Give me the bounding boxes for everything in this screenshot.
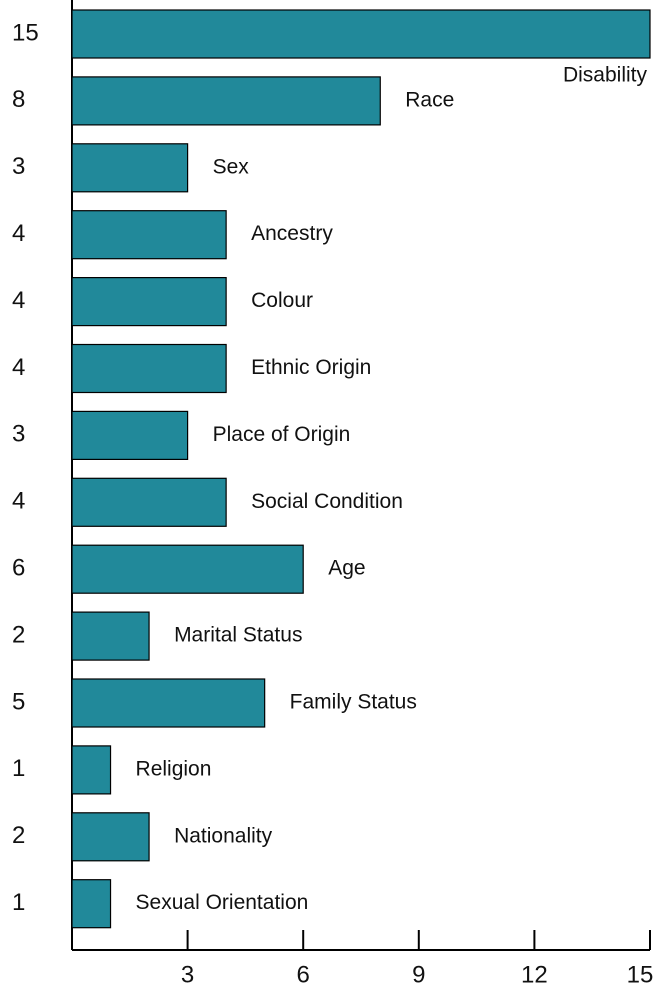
category-label: Marital Status [174, 624, 302, 647]
value-label: 4 [12, 354, 25, 381]
x-tick-label: 3 [181, 961, 194, 988]
category-label: Place of Origin [213, 423, 351, 446]
value-label: 1 [12, 889, 25, 916]
bar [71, 678, 266, 728]
value-label: 2 [12, 621, 25, 648]
value-label: 4 [12, 220, 25, 247]
bar [71, 410, 189, 460]
category-label: Social Condition [251, 490, 403, 513]
value-label: 5 [12, 688, 25, 715]
category-label: Nationality [174, 824, 273, 847]
category-label: Colour [251, 289, 313, 312]
category-label: Sex [213, 155, 250, 178]
category-label: Religion [136, 757, 212, 780]
category-label: Ancestry [251, 222, 333, 245]
category-label: Age [328, 557, 365, 580]
bar [71, 343, 227, 394]
value-label: 15 [12, 19, 39, 46]
bar [71, 277, 227, 327]
bar [71, 143, 189, 193]
bar [71, 477, 227, 527]
x-tick-label: 12 [521, 961, 548, 988]
value-label: 2 [12, 822, 25, 849]
category-label: Family Status [290, 691, 417, 714]
bar [71, 544, 304, 594]
value-label: 4 [12, 488, 25, 515]
value-label: 6 [12, 555, 25, 582]
x-tick-label: 6 [297, 961, 310, 988]
x-tick-label: 15 [627, 961, 654, 988]
bar [71, 879, 112, 929]
bar [71, 611, 150, 661]
value-label: 3 [12, 153, 25, 180]
category-label: Disability [563, 64, 648, 87]
bar [71, 9, 651, 59]
bar [71, 76, 381, 126]
category-label: Sexual Orientation [136, 891, 309, 914]
bar [71, 210, 227, 260]
value-label: 1 [12, 755, 25, 782]
value-label: 3 [12, 421, 25, 448]
value-label: 8 [12, 86, 25, 113]
value-label: 4 [12, 287, 25, 314]
category-label: Ethnic Origin [251, 356, 371, 379]
x-tick-label: 9 [412, 961, 425, 988]
bar [71, 745, 112, 795]
bar [71, 812, 150, 862]
category-label: Race [405, 88, 454, 111]
